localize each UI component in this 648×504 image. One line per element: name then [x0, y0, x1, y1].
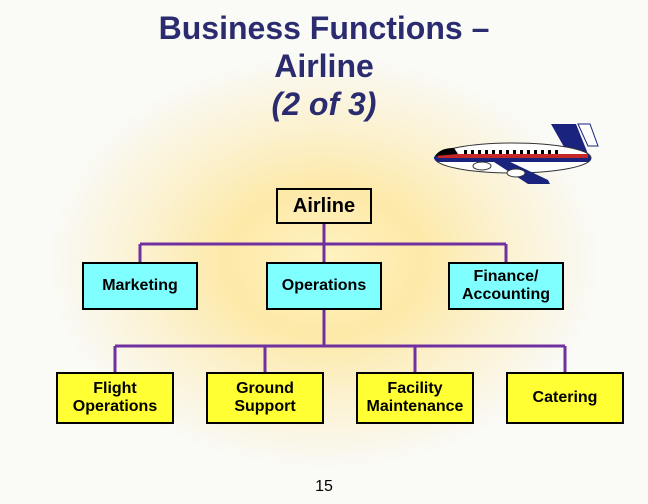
node-label: Facility Maintenance [362, 380, 468, 417]
node-label: Catering [533, 389, 598, 407]
node-label: Operations [282, 277, 366, 295]
node-ground-support: Ground Support [206, 372, 324, 424]
node-operations: Operations [266, 262, 382, 310]
node-label: Flight Operations [62, 380, 168, 417]
node-marketing: Marketing [82, 262, 198, 310]
title-line-1: Business Functions – [0, 10, 648, 48]
title-line-3: (2 of 3) [0, 86, 648, 124]
node-finance-accounting: Finance/ Accounting [448, 262, 564, 310]
node-label: Finance/ Accounting [454, 268, 558, 305]
title-line-2: Airline [0, 48, 648, 86]
node-root-airline: Airline [276, 188, 372, 224]
slide-title: Business Functions – Airline (2 of 3) [0, 10, 648, 123]
page-number: 15 [0, 478, 648, 496]
node-catering: Catering [506, 372, 624, 424]
node-facility-maintenance: Facility Maintenance [356, 372, 474, 424]
node-label: Ground Support [212, 380, 318, 417]
node-label: Airline [293, 195, 355, 218]
node-label: Marketing [102, 277, 178, 295]
node-flight-operations: Flight Operations [56, 372, 174, 424]
